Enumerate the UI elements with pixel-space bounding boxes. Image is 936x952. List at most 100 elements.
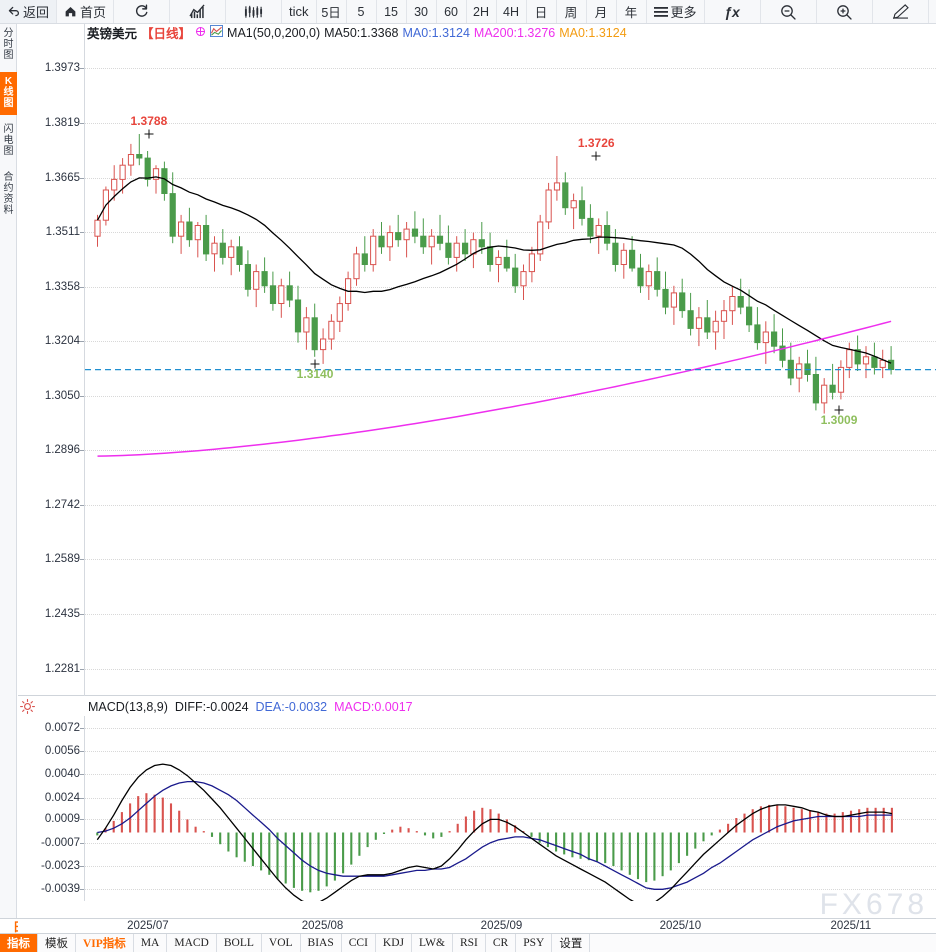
grid-line [85,559,936,561]
indicator-tab-cci[interactable]: CCI [342,934,376,952]
ma1-params-label: MA1(50,0,200,0) [227,25,321,40]
price-plot-area[interactable]: 1.3788 1.3726 1.3140 1.3009 [84,41,936,696]
indicator-tab-bias[interactable]: BIAS [301,934,342,952]
grid-line [85,668,936,670]
y-axis-tick [80,559,84,561]
indicator-tab--[interactable]: 指标 [0,934,38,952]
refresh-icon [134,4,149,19]
price-annotation: 1.3009 [820,413,858,428]
period-label: 5 [357,4,365,19]
compare-button[interactable] [226,0,283,23]
y-axis-tick [80,505,84,507]
grid-line [85,450,936,452]
back-arrow-icon [7,5,20,18]
period-4h[interactable]: 4H [497,0,527,23]
indicator-tab-cr[interactable]: CR [486,934,517,952]
period-60[interactable]: 60 [437,0,467,23]
macd-grid-line [85,889,936,891]
y-axis-tick [80,395,84,397]
ma-series-icon[interactable] [210,25,223,40]
period-label: 15 [384,4,398,19]
ma0-a-value-label: MA0:1.3124 [402,25,470,40]
macd-grid-line [85,819,936,821]
y-axis-label: 1.3204 [44,335,80,348]
more-button[interactable]: 更多 [647,0,705,23]
zoom-in-icon [836,4,852,20]
indicator-tab-kdj[interactable]: KDJ [376,934,412,952]
period-label: 日 [534,6,548,20]
more-label: 更多 [670,5,697,20]
y-axis-label: 1.3665 [44,171,80,184]
period-label: 5日 [321,6,341,20]
macd-y-axis-tick [80,819,84,821]
indicator-tab-bar: 指标 模板 VIP指标 MA MACD BOLL VOL BIAS CCI KDJ LW& RSI CR… [0,934,936,952]
refresh-button[interactable] [114,0,171,23]
grid-line [85,505,936,507]
fx-icon: ƒx [724,3,740,20]
period-5d[interactable]: 5日 [317,0,347,23]
indicator-tab--[interactable]: 模板 [38,934,76,952]
x-axis-label: 2025/11 [830,920,872,932]
grid-line [85,122,936,124]
indicator-tab-lw-[interactable]: LW& [412,934,453,952]
period-5[interactable]: 5 [347,0,377,23]
period-label: 年 [624,6,638,20]
indicator-tab--[interactable]: 设置 [552,934,591,952]
y-axis-label: 1.2742 [44,499,80,512]
home-button[interactable]: 首页 [57,0,115,23]
indicator-tab-macd[interactable]: MACD [167,934,217,952]
period-day[interactable]: 日 [527,0,557,23]
zoom-out-icon [780,4,796,20]
sidebar-item-timeshare[interactable]: 分时图 [3,28,14,61]
indicator-tab-ma[interactable]: MA [134,934,168,952]
sidebar-item-contract-info[interactable]: 合约资料 [3,172,14,216]
macd-y-axis-label: -0.0039 [40,883,80,896]
annotation-marker-icon [144,129,154,139]
price-y-axis: 1.3973 1.3819 1.3665 1.3511 1.3358 1.3204 1.30… [18,41,84,696]
back-button[interactable]: 返回 [0,0,58,23]
back-label: 返回 [23,5,50,20]
indicator-tab-vol[interactable]: VOL [262,934,301,952]
period-week[interactable]: 周 [557,0,587,23]
macd-y-axis-tick [80,774,84,776]
grid-line [85,286,936,288]
annotation-marker-icon [310,359,320,369]
macd-y-axis-tick [80,750,84,752]
ma0-b-value-label: MA0:1.3124 [559,25,627,40]
fx-button[interactable]: ƒx [705,0,761,23]
indicator-tab-rsi[interactable]: RSI [453,934,486,952]
price-annotation: 1.3788 [130,113,168,128]
sidebar-item-kline[interactable]: K线图 [0,72,17,115]
x-axis: 2025/07 2025/08 2025/09 2025/10 2025/11 [18,918,936,934]
y-axis-tick [80,450,84,452]
y-axis-tick [80,68,84,70]
sun-settings-icon[interactable] [20,699,35,714]
period-month[interactable]: 月 [587,0,617,23]
period-30[interactable]: 30 [407,0,437,23]
y-axis-tick [80,668,84,670]
macd-plot-area[interactable] [84,716,936,901]
y-axis-tick [80,614,84,616]
chart-indicator-button[interactable] [170,0,227,23]
shape-button[interactable] [929,0,936,23]
macd-y-axis-tick [80,797,84,799]
draw-button[interactable] [873,0,929,23]
macd-y-axis-label: 0.0009 [44,813,80,826]
y-axis-tick [80,286,84,288]
period-year[interactable]: 年 [617,0,647,23]
indicator-tab-psy[interactable]: PSY [516,934,553,952]
zoom-in-button[interactable] [817,0,873,23]
indicator-tab-vip-[interactable]: VIP指标 [76,934,134,952]
indicator-tab-boll[interactable]: BOLL [217,934,262,952]
macd-title: MACD(13,8,9) [88,700,168,714]
price-annotation: 1.3726 [577,135,615,150]
period-15[interactable]: 15 [377,0,407,23]
y-axis-tick [80,122,84,124]
zoom-out-button[interactable] [761,0,817,23]
sidebar-item-lightning[interactable]: 闪电图 [3,124,14,157]
circle-settings-icon[interactable] [195,26,206,40]
left-sidebar: 分时图 K线图 闪电图 合约资料 [0,24,17,929]
tick-button[interactable]: tick [282,0,317,23]
macd-y-axis-tick [80,842,84,844]
period-2h[interactable]: 2H [467,0,497,23]
